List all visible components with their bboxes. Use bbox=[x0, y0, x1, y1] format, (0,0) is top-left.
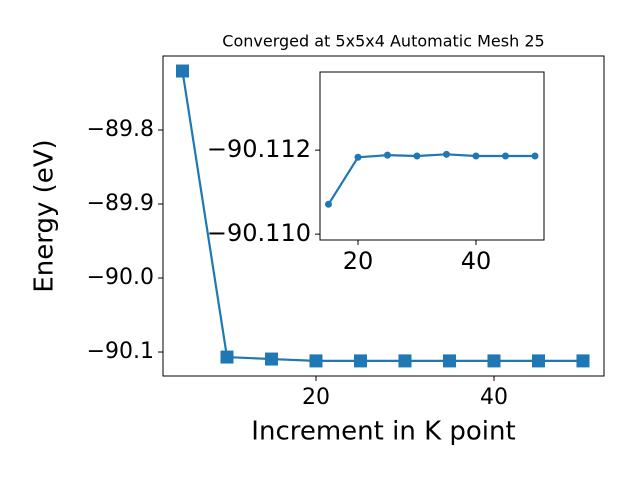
y-tick-label: −90.110 bbox=[207, 219, 311, 247]
marker bbox=[531, 354, 545, 368]
y-axis-label: Energy (eV) bbox=[30, 139, 60, 292]
y-tick-label: −89.9 bbox=[87, 191, 154, 216]
marker bbox=[531, 152, 539, 160]
marker bbox=[442, 354, 456, 368]
marker bbox=[501, 152, 509, 160]
line bbox=[327, 153, 535, 205]
marker bbox=[264, 352, 278, 366]
y-tick-label: −90.1 bbox=[87, 339, 154, 364]
marker bbox=[413, 152, 421, 160]
marker bbox=[220, 350, 234, 364]
line bbox=[181, 70, 583, 363]
x-tick-label: 20 bbox=[343, 247, 374, 275]
x-tick-label: 20 bbox=[302, 385, 330, 410]
y-tick-label: −89.8 bbox=[87, 117, 154, 142]
y-tick-label: −90.0 bbox=[87, 265, 154, 290]
marker bbox=[354, 153, 362, 161]
marker bbox=[353, 354, 367, 368]
marker bbox=[442, 150, 450, 158]
marker bbox=[472, 152, 480, 160]
marker bbox=[576, 354, 590, 368]
marker bbox=[383, 151, 391, 159]
marker bbox=[309, 354, 323, 368]
marker bbox=[487, 354, 501, 368]
marker bbox=[175, 64, 189, 78]
x-tick-label: 40 bbox=[480, 385, 508, 410]
marker bbox=[324, 200, 332, 208]
y-tick-label: −90.112 bbox=[207, 135, 311, 163]
marker bbox=[398, 354, 412, 368]
x-tick-label: 40 bbox=[461, 247, 492, 275]
chart-title: Converged at 5x5x4 Automatic Mesh 25 bbox=[222, 32, 544, 51]
x-axis-label: Increment in K point bbox=[251, 417, 515, 447]
